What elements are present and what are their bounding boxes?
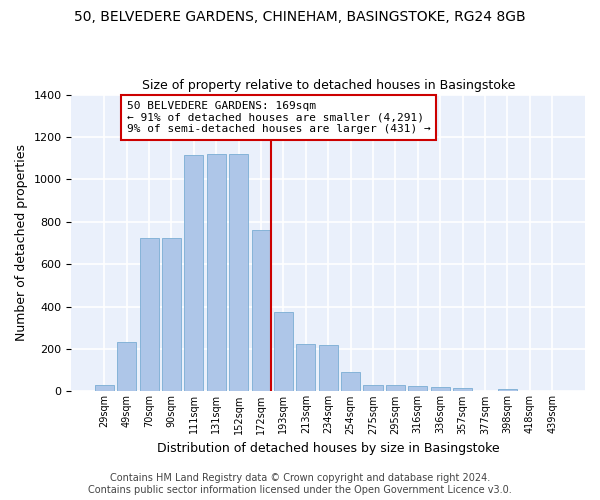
Bar xyxy=(117,342,136,392)
Bar xyxy=(319,344,338,392)
Bar xyxy=(184,155,203,392)
Bar xyxy=(274,312,293,392)
Bar xyxy=(296,344,316,392)
Bar xyxy=(498,390,517,392)
Text: 50 BELVEDERE GARDENS: 169sqm
← 91% of detached houses are smaller (4,291)
9% of : 50 BELVEDERE GARDENS: 169sqm ← 91% of de… xyxy=(127,101,430,134)
Bar xyxy=(251,230,271,392)
Title: Size of property relative to detached houses in Basingstoke: Size of property relative to detached ho… xyxy=(142,79,515,92)
Text: 50, BELVEDERE GARDENS, CHINEHAM, BASINGSTOKE, RG24 8GB: 50, BELVEDERE GARDENS, CHINEHAM, BASINGS… xyxy=(74,10,526,24)
Bar xyxy=(408,386,427,392)
Bar xyxy=(364,385,383,392)
X-axis label: Distribution of detached houses by size in Basingstoke: Distribution of detached houses by size … xyxy=(157,442,500,455)
Bar xyxy=(431,387,449,392)
Text: Contains HM Land Registry data © Crown copyright and database right 2024.
Contai: Contains HM Land Registry data © Crown c… xyxy=(88,474,512,495)
Y-axis label: Number of detached properties: Number of detached properties xyxy=(15,144,28,342)
Bar xyxy=(162,238,181,392)
Bar xyxy=(386,385,405,392)
Bar xyxy=(229,154,248,392)
Bar xyxy=(453,388,472,392)
Bar xyxy=(207,154,226,392)
Bar xyxy=(140,238,158,392)
Bar xyxy=(341,372,360,392)
Bar xyxy=(95,385,114,392)
